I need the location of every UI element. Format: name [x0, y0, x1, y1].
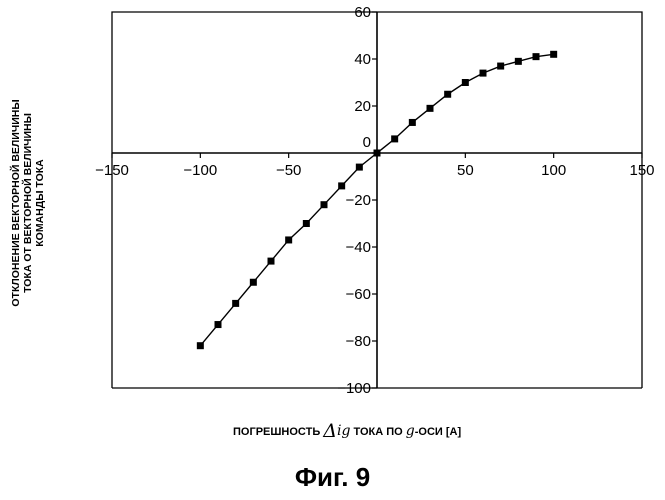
data-point: [462, 79, 469, 86]
y-tick-label: −80: [346, 333, 371, 350]
y-axis-label-line-3: КОМАНДЫ ТОКА: [34, 99, 46, 306]
x-axis-label-symbol: ig: [337, 423, 350, 439]
data-point: [497, 63, 504, 70]
data-point: [321, 201, 328, 208]
x-axis-label-prefix: ПОГРЕШНОСТЬ: [233, 426, 323, 438]
figure-caption: Фиг. 9: [0, 462, 665, 493]
axes: [112, 12, 642, 388]
y-axis-label: ОТКЛОНЕНИЕ ВЕКТОРНОЙ ВЕЛИЧИНЫ ТОКА ОТ ВЕ…: [6, 78, 50, 328]
x-tick-label: −50: [276, 162, 301, 179]
x-axis-label-mid: ТОКА ПО: [350, 426, 405, 438]
y-tick-label: −20: [346, 192, 371, 209]
y-tick-label: −100: [337, 380, 371, 397]
data-point: [444, 91, 451, 98]
data-point: [533, 53, 540, 60]
x-tick-label: 100: [541, 162, 566, 179]
y-tick-label: 40: [354, 51, 371, 68]
y-axis-label-line-1: ОТКЛОНЕНИЕ ВЕКТОРНОЙ ВЕЛИЧИНЫ: [10, 99, 22, 306]
x-tick-label: −150: [95, 162, 129, 179]
x-tick-label: 150: [629, 162, 654, 179]
y-tick-label: 60: [354, 4, 371, 21]
data-point: [250, 279, 257, 286]
x-axis-label: ПОГРЕШНОСТЬ Δig ТОКА ПО g-ОСИ [А]: [233, 420, 461, 442]
data-point: [480, 70, 487, 77]
data-point: [338, 182, 345, 189]
data-point: [356, 164, 363, 171]
data-point: [215, 321, 222, 328]
x-tick-label: −100: [183, 162, 217, 179]
x-tick-label: 50: [457, 162, 474, 179]
y-tick-label: 20: [354, 98, 371, 115]
y-tick-label: −60: [346, 286, 371, 303]
y-tick-label: −40: [346, 239, 371, 256]
x-axis-label-suffix: -ОСИ [А]: [415, 426, 461, 438]
data-point: [232, 300, 239, 307]
data-point: [374, 150, 381, 157]
data-point: [268, 258, 275, 265]
data-point: [303, 220, 310, 227]
x-axis-label-axis-symbol: g: [406, 423, 415, 439]
data-point: [391, 135, 398, 142]
y-axis-label-line-2: ТОКА ОТ ВЕКТОРНОЙ ВЕЛИЧИНЫ: [22, 99, 34, 306]
y-tick-label: 0: [363, 134, 371, 151]
data-point: [427, 105, 434, 112]
x-axis-label-delta: Δ: [323, 420, 337, 442]
data-point: [515, 58, 522, 65]
data-point: [285, 236, 292, 243]
data-point: [409, 119, 416, 126]
data-point: [197, 342, 204, 349]
data-point: [550, 51, 557, 58]
